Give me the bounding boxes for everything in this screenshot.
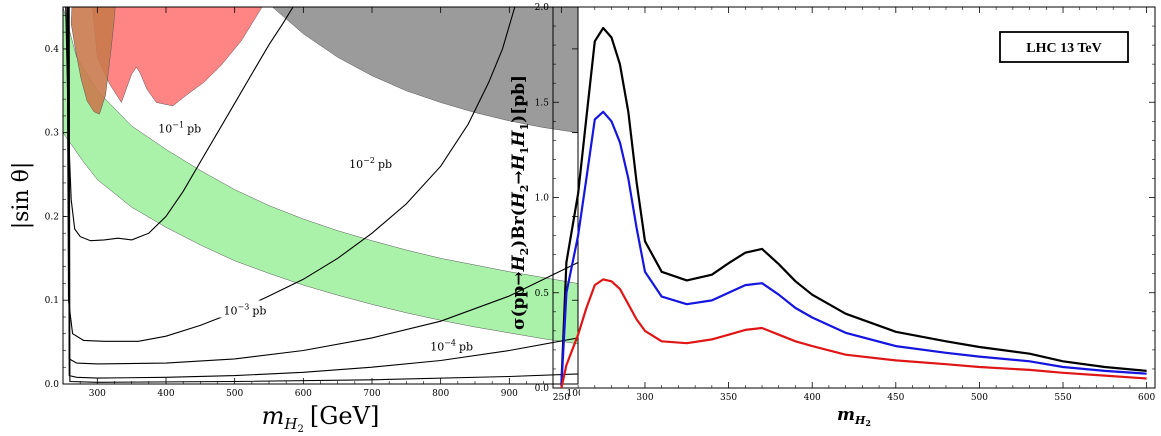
y-tick-label: 0.4 [45, 45, 60, 55]
legend-box: LHC 13 TeV [999, 31, 1129, 63]
legend-frame [999, 31, 1129, 63]
left-x-axis-label: mH2 [GeV] [262, 402, 380, 435]
contour-line-0 [65, 7, 294, 242]
x-tick-label: 450 [887, 393, 904, 403]
x-tick-label: 600 [295, 389, 312, 399]
contour-label-3: 10−4 pb [430, 338, 473, 353]
x-tick-label: 600 [1138, 393, 1155, 403]
x-tick-label: 700 [363, 389, 380, 399]
series-line-2 [560, 278, 1147, 389]
contour-labels: 10−1 pb 10−2 pb 10−3 pb 10−4 pb [153, 118, 478, 354]
x-tick-label: 800 [432, 389, 449, 399]
contour-line-2 [67, 7, 578, 365]
x-tick-label: 500 [971, 393, 988, 403]
exclusion-regions [63, 7, 578, 345]
y-tick-label: 0.2 [45, 212, 59, 222]
left-axis-ticks: 300 400 500 600 700 800 900 1000 0.0 0.1 0.2 0.3 0.4 [45, 7, 580, 399]
series-line-0 [560, 26, 1147, 385]
x-tick-label: 900 [501, 389, 518, 399]
contour-label-1: 10−2 pb [349, 156, 392, 171]
x-tick-label: 300 [89, 389, 106, 399]
x-tick-label: 500 [226, 389, 243, 399]
contour-label-bg-2 [218, 300, 271, 318]
contour-label-2: 10−3 pb [224, 302, 267, 317]
contour-line-3 [67, 7, 578, 379]
region-1 [63, 7, 578, 345]
region-0 [272, 7, 578, 133]
x-tick-label: 400 [804, 393, 821, 403]
x-tick-label: 400 [157, 389, 174, 399]
contour-label-bg-0 [153, 118, 206, 136]
left-y-axis-label: |sin θ| [9, 162, 34, 230]
region-2 [92, 7, 263, 107]
x-tick-label: 1000 [567, 389, 580, 399]
region-3 [70, 7, 116, 115]
x-tick-label: 550 [1054, 393, 1071, 403]
contour-label-bg-1 [344, 153, 397, 171]
right-x-axis-label: mH2 [837, 405, 871, 428]
y-tick-label: 0.0 [45, 380, 60, 390]
series-line-1 [560, 110, 1147, 387]
x-tick-label: 300 [636, 393, 653, 403]
y-tick-label: 0.1 [45, 296, 59, 306]
contour-label-bg-3 [425, 336, 478, 354]
y-tick-label: 0.3 [45, 129, 60, 139]
contour-label-0: 10−1 pb [158, 121, 201, 136]
right-plot-frame [552, 6, 1156, 389]
cross-section-curves [560, 26, 1147, 389]
left-chart: 300 400 500 600 700 800 900 1000 0.0 0.1 0.2 0.3 0.4… [9, 6, 580, 435]
x-tick-label: 350 [720, 393, 737, 403]
legend-label: LHC 13 TeV [1026, 41, 1101, 56]
